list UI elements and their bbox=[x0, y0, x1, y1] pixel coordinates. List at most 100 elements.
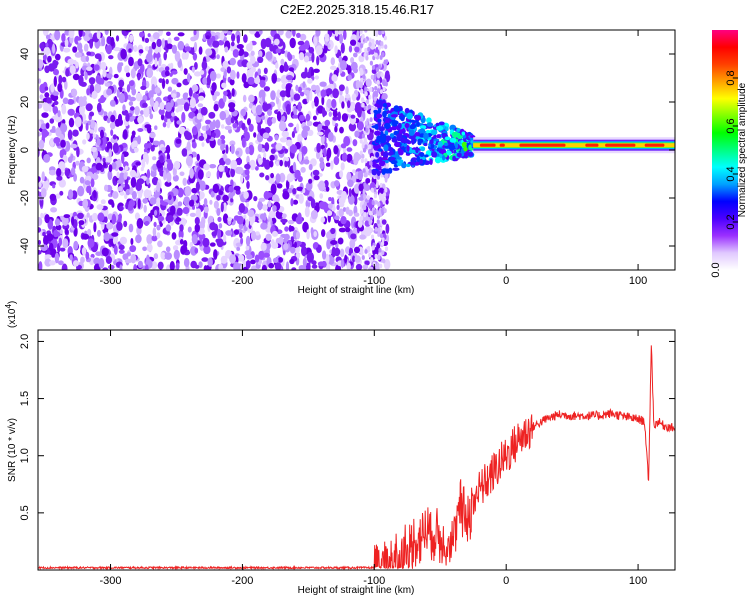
noise-blob bbox=[298, 45, 306, 51]
noise-blob bbox=[97, 229, 101, 237]
noise-blob bbox=[310, 209, 318, 220]
noise-blob bbox=[217, 138, 222, 146]
noise-blob bbox=[97, 212, 105, 222]
transition-blob bbox=[429, 158, 433, 165]
noise-blob bbox=[77, 185, 85, 197]
noise-blob bbox=[44, 214, 50, 224]
noise-blob bbox=[370, 156, 374, 161]
noise-blob bbox=[140, 85, 147, 90]
noise-blob bbox=[224, 165, 229, 173]
noise-blob bbox=[271, 143, 277, 148]
noise-blob bbox=[295, 231, 301, 240]
noise-blob bbox=[67, 58, 75, 65]
noise-blob bbox=[91, 212, 98, 222]
transition-blob bbox=[442, 155, 446, 161]
noise-blob bbox=[375, 39, 379, 45]
noise-blob bbox=[317, 131, 324, 136]
noise-blob bbox=[218, 263, 224, 270]
noise-blob bbox=[117, 186, 124, 192]
noise-blob bbox=[96, 102, 102, 113]
noise-blob bbox=[169, 261, 175, 270]
noise-blob bbox=[75, 160, 80, 166]
noise-blob bbox=[63, 214, 71, 219]
noise-blob bbox=[262, 93, 266, 103]
noise-blob bbox=[198, 46, 203, 55]
noise-blob bbox=[152, 156, 157, 161]
noise-blob bbox=[245, 260, 251, 269]
noise-blob bbox=[364, 38, 368, 43]
noise-blob bbox=[358, 55, 365, 63]
noise-blob bbox=[156, 232, 161, 239]
noise-blob bbox=[331, 74, 338, 82]
noise-blob bbox=[151, 235, 158, 242]
noise-blob bbox=[348, 122, 357, 132]
noise-blob bbox=[314, 242, 318, 248]
y-tick-label: 20 bbox=[19, 96, 31, 108]
noise-blob bbox=[49, 193, 57, 201]
noise-blob bbox=[95, 162, 103, 171]
noise-blob bbox=[118, 244, 125, 251]
noise-blob bbox=[171, 232, 177, 240]
noise-blob bbox=[267, 200, 272, 208]
x-tick-label: -200 bbox=[231, 275, 253, 287]
transition-blob bbox=[392, 167, 400, 171]
noise-blob bbox=[186, 141, 191, 151]
noise-blob bbox=[137, 198, 141, 210]
noise-blob bbox=[267, 117, 273, 127]
noise-blob bbox=[153, 221, 157, 227]
noise-blob bbox=[265, 241, 272, 250]
noise-blob bbox=[253, 132, 257, 138]
noise-blob bbox=[38, 103, 43, 109]
noise-blob bbox=[85, 55, 90, 63]
noise-blob bbox=[307, 196, 313, 202]
noise-blob bbox=[246, 201, 249, 208]
noise-blob bbox=[209, 164, 217, 169]
noise-blob bbox=[262, 212, 267, 221]
noise-blob bbox=[297, 212, 302, 222]
noise-blob bbox=[348, 194, 355, 205]
noise-blob bbox=[157, 215, 165, 222]
noise-blob bbox=[222, 30, 229, 34]
transition-blob bbox=[419, 152, 425, 157]
noise-blob bbox=[41, 112, 49, 118]
noise-blob bbox=[216, 194, 221, 201]
noise-blob bbox=[273, 154, 278, 161]
noise-blob bbox=[259, 172, 265, 178]
noise-blob bbox=[250, 265, 257, 270]
noise-blob bbox=[337, 237, 344, 245]
noise-blob bbox=[74, 116, 82, 128]
transition-blob bbox=[449, 124, 457, 132]
noise-blob bbox=[198, 135, 205, 141]
noise-blob bbox=[86, 132, 90, 140]
noise-blob bbox=[88, 77, 96, 85]
noise-blob bbox=[91, 90, 98, 100]
noise-blob bbox=[218, 164, 224, 172]
noise-blob bbox=[96, 30, 101, 40]
noise-blob bbox=[163, 169, 167, 181]
noise-blob bbox=[57, 83, 63, 93]
noise-blob bbox=[339, 60, 347, 71]
transition-blob bbox=[452, 155, 456, 162]
noise-blob bbox=[53, 68, 59, 76]
noise-blob bbox=[364, 120, 368, 126]
noise-blob bbox=[157, 240, 163, 248]
noise-blob bbox=[129, 245, 137, 253]
noise-blob bbox=[248, 144, 255, 156]
noise-blob bbox=[266, 103, 271, 109]
noise-blob bbox=[50, 207, 58, 213]
transition-blob bbox=[448, 143, 456, 151]
noise-blob bbox=[240, 174, 244, 184]
noise-blob bbox=[154, 87, 161, 94]
noise-blob bbox=[103, 161, 107, 168]
noise-blob bbox=[271, 73, 278, 84]
noise-blob bbox=[189, 241, 194, 248]
transition-blob bbox=[446, 150, 452, 156]
noise-blob bbox=[191, 84, 199, 92]
noise-blob bbox=[230, 117, 235, 124]
noise-blob bbox=[58, 179, 66, 188]
noise-blob bbox=[93, 189, 97, 199]
noise-blob bbox=[185, 155, 193, 167]
noise-blob bbox=[54, 60, 59, 66]
noise-blob bbox=[330, 240, 338, 245]
noise-blob bbox=[118, 79, 125, 88]
